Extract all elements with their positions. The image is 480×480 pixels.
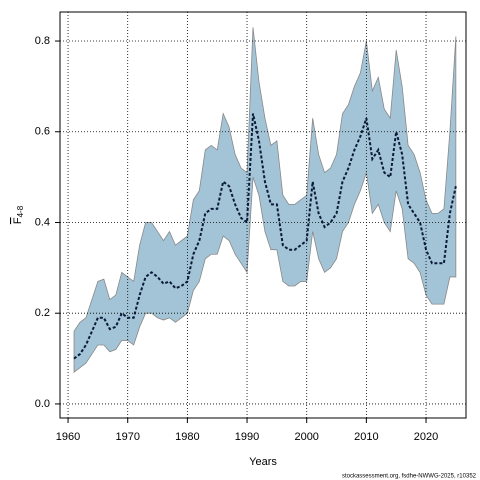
x-tick-label: 1960 [56,431,80,443]
y-tick-label: 0.8 [35,35,50,47]
x-tick-label: 1970 [115,431,139,443]
x-tick-label: 2010 [354,431,378,443]
x-axis-label: Years [249,456,277,468]
y-tick-label: 0.2 [35,307,50,319]
plot-frame [59,11,467,419]
y-tick-label: 0.4 [35,216,50,228]
y-tick-label: 0.6 [35,126,50,138]
footer: stockassessment.org, fsdhe-NWWG-2025, r1… [342,474,477,480]
x-tick-label: 1990 [235,431,259,443]
y-label-subscript: 4-8 [16,205,25,217]
estimate-line [73,113,457,360]
x-tick-label: 1980 [175,431,199,443]
y-tick-label: 0.0 [35,398,50,410]
x-tick-label: 2020 [414,431,438,443]
x-tick-label: 2000 [294,431,318,443]
y-label-symbol: F [12,217,24,224]
confidence-band [73,27,457,373]
y-axis-label: F4-8 [12,205,25,224]
